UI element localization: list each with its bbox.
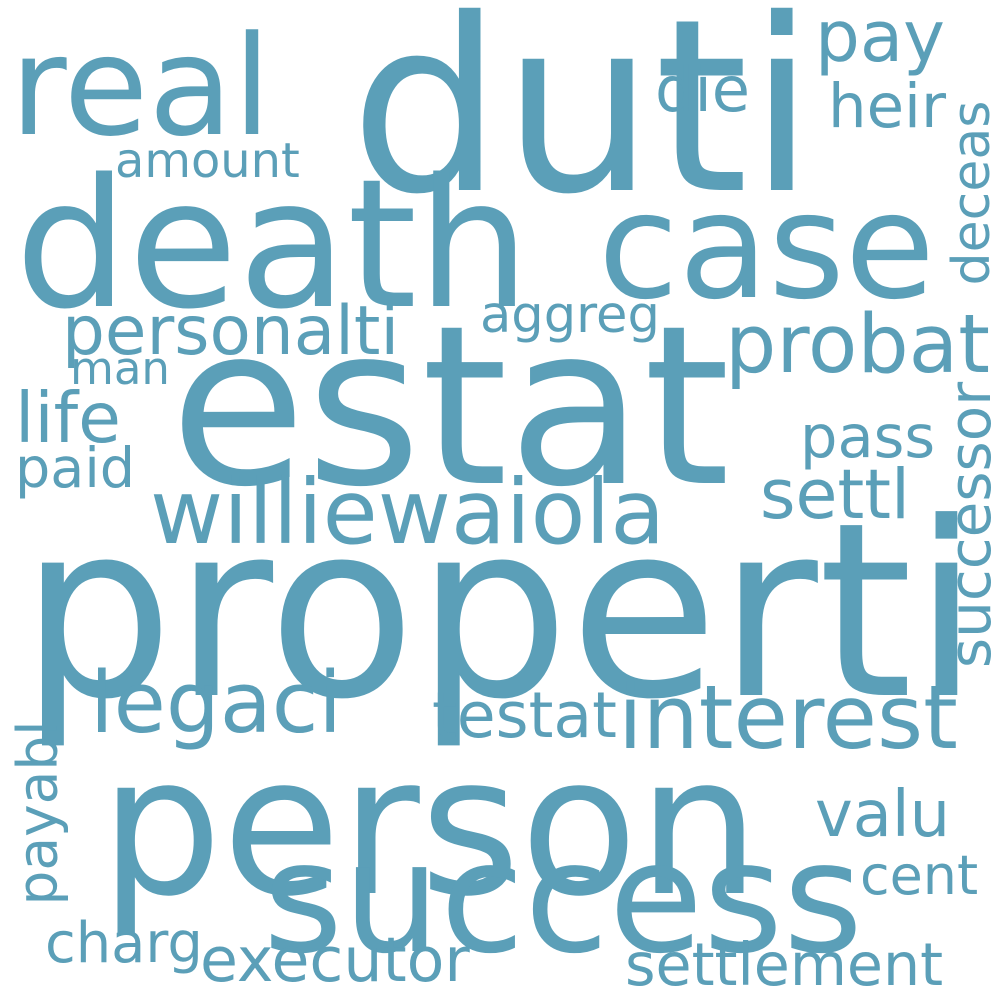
word-death: death (15, 140, 531, 349)
word-cent: cent (860, 844, 979, 908)
word-paid: paid (15, 436, 136, 502)
word-deceas: deceas (941, 100, 1000, 285)
word-testat: testat (432, 678, 617, 753)
word-probat: probat (725, 298, 990, 393)
word-heir: heir (828, 71, 947, 143)
word-williewaiola: williewaiola (150, 461, 666, 566)
word-payabl: payabl (5, 719, 69, 906)
word-real: real (10, 6, 272, 167)
word-pass: pass (800, 401, 936, 471)
word-pay: pay (815, 0, 946, 79)
word-charg: charg (45, 911, 203, 977)
word-life: life (15, 378, 121, 460)
word-person: person (100, 715, 760, 940)
word-legaci: legaci (90, 653, 342, 753)
word-executor: executor (200, 924, 470, 997)
word-amount: amount (115, 133, 300, 189)
word-success: success (263, 810, 863, 989)
word-case: case (598, 161, 935, 333)
word-man: man (70, 342, 170, 396)
word-personalti: personalti (62, 291, 400, 371)
word-interest: interest (618, 665, 958, 769)
word-settl: settl (760, 455, 910, 535)
word-settlement: settlement (625, 930, 944, 999)
word-properti: properti (20, 471, 980, 754)
word-aggreg: aggreg (480, 285, 660, 345)
word-valu: valu (815, 778, 951, 853)
word-die: die (655, 52, 751, 126)
word-estat: estat (170, 278, 731, 536)
word-duti: duti (350, 0, 816, 247)
